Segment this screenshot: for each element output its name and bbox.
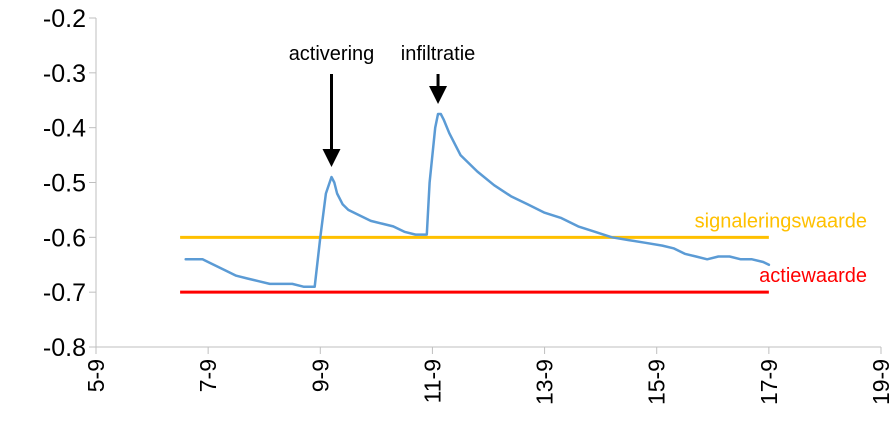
annotation-label: activering [289,43,375,65]
x-tick-label: 19-9 [868,359,893,405]
y-tick-label: -0.8 [43,334,86,362]
x-tick-label: 15-9 [644,359,670,405]
y-tick-label: -0.2 [43,5,86,33]
y-tick-label: -0.5 [43,170,86,198]
x-tick-label: 7-9 [195,359,221,392]
x-tick-label: 11-9 [419,359,445,403]
y-tick-label: -0.4 [43,115,86,143]
x-tick-label: 9-9 [307,359,333,392]
y-tick-label: -0.7 [43,279,86,307]
y-tick-label: -0.6 [43,224,86,252]
annotation-arrowhead [429,85,448,104]
reference-label-signaleringswaarde: signaleringswaarde [695,210,867,232]
series-line-0 [184,112,771,288]
reference-label-actiewaarde: actiewaarde [759,265,867,287]
x-tick-label: 17-9 [756,359,782,405]
annotation-label: infiltratie [401,43,475,65]
x-tick-label: 5-9 [83,359,109,392]
y-tick-label: -0.3 [43,60,86,88]
x-tick-label: 13-9 [532,359,558,405]
annotation-arrowhead [322,149,341,168]
